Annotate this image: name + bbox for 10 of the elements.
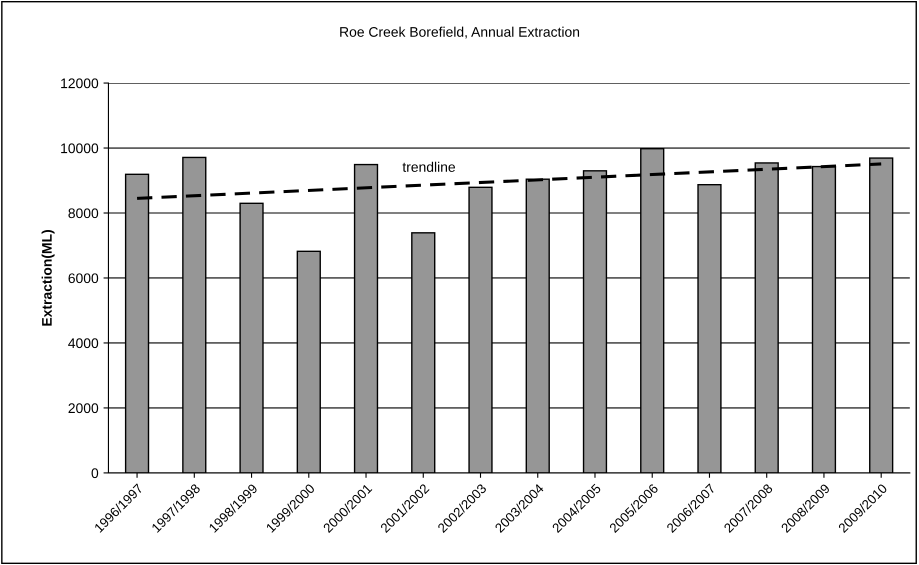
y-tick-label: 10000 (61, 143, 98, 154)
y-tick-label: 2000 (68, 403, 98, 414)
chart-title: Roe Creek Borefield, Annual Extraction (340, 26, 580, 38)
y-tick-label: 0 (92, 468, 98, 478)
y-tick-label: 12000 (61, 78, 98, 88)
y-tick-label: 4000 (68, 338, 98, 348)
y-axis-title: Extraction(ML) (42, 230, 55, 326)
y-tick-label: 8000 (68, 208, 98, 218)
y-tick-label: 6000 (68, 273, 98, 284)
annotation: trendline (402, 162, 456, 172)
